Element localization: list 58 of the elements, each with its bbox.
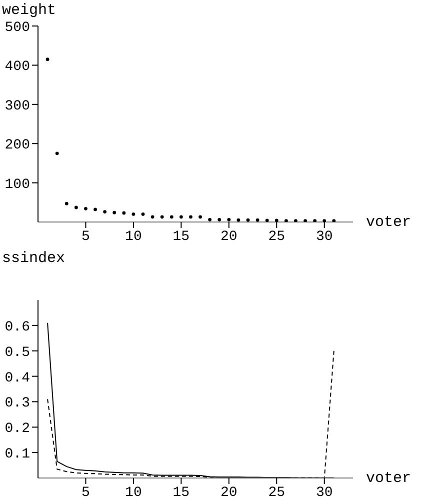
point	[189, 215, 192, 219]
point	[208, 218, 212, 222]
x-tick-label: 15	[172, 228, 190, 245]
y-tick-label: 0.4	[4, 370, 30, 386]
x-tick-label: 30	[316, 228, 333, 245]
y-axis-title: ssindex	[2, 250, 66, 267]
y-tick-label: 200	[4, 138, 30, 154]
x-tick-label: 30	[316, 484, 333, 501]
x-tick-label: 15	[172, 484, 190, 501]
point	[218, 218, 222, 222]
point	[74, 206, 78, 210]
y-tick-label: 0.3	[4, 396, 30, 412]
point	[246, 218, 250, 222]
x-tick-label: 20	[220, 484, 238, 501]
x-tick-label: 10	[125, 484, 142, 501]
x-tick-label: 5	[82, 228, 90, 245]
y-tick-label: 400	[4, 59, 30, 76]
point	[179, 215, 183, 219]
point	[227, 218, 231, 222]
point	[64, 202, 68, 206]
point	[294, 219, 298, 222]
y-tick-label: 0.5	[4, 344, 30, 361]
point	[46, 58, 50, 62]
y-tick-label: 300	[4, 98, 30, 114]
x-tick-label: 5	[82, 484, 90, 501]
y-tick-label: 500	[4, 20, 30, 36]
point	[256, 218, 260, 222]
point	[322, 219, 326, 222]
point	[122, 211, 126, 215]
point	[284, 219, 288, 222]
point	[170, 215, 174, 219]
point	[198, 215, 202, 219]
x-tick-label: 25	[268, 228, 286, 245]
point	[313, 219, 317, 222]
point	[150, 215, 154, 219]
x-tick-label: 25	[268, 484, 286, 501]
point	[112, 210, 116, 214]
y-tick-label: 100	[4, 176, 30, 193]
point	[141, 212, 145, 216]
point	[265, 218, 269, 222]
y-axis-title: weight	[2, 2, 56, 19]
x-tick-label: 20	[220, 228, 238, 245]
x-axis-title: voter	[366, 470, 412, 487]
y-tick-label: 0.1	[4, 446, 30, 463]
point	[332, 219, 336, 222]
point	[236, 218, 240, 222]
point	[103, 210, 107, 214]
x-axis-title: voter	[366, 214, 412, 231]
point	[55, 152, 59, 156]
y-tick-label: 0.6	[4, 319, 30, 336]
point	[274, 218, 278, 222]
x-tick-label: 10	[125, 228, 142, 245]
y-tick-label: 0.2	[4, 421, 30, 438]
point	[84, 206, 88, 210]
point	[132, 212, 136, 216]
point	[304, 219, 307, 222]
point	[160, 215, 164, 219]
point	[94, 208, 97, 212]
